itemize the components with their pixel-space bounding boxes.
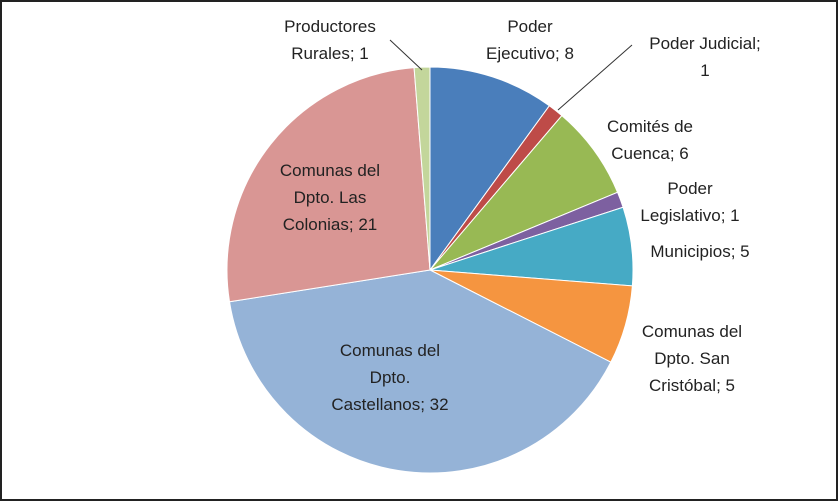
data-label: Comunas del Dpto. Castellanos; 32 [331, 341, 448, 414]
data-label: Poder Ejecutivo; 8 [486, 17, 574, 63]
data-label: Poder Legislativo; 1 [640, 179, 739, 225]
data-label: Poder Judicial; 1 [649, 34, 761, 80]
leader-line [389, 39, 423, 71]
data-label: Productores Rurales; 1 [284, 17, 376, 63]
pie-slice [413, 66, 431, 271]
data-label: Comunas del Dpto. Las Colonias; 21 [280, 161, 380, 234]
pie-slice [429, 114, 619, 271]
pie-slice [228, 269, 612, 474]
data-label: Comunas del Dpto. San Cristóbal; 5 [642, 322, 742, 395]
data-label: Comités de Cuenca; 6 [607, 117, 693, 163]
pie-slice [429, 66, 551, 272]
leader-line [557, 44, 633, 111]
pie-slice [226, 67, 431, 303]
data-label: Municipios; 5 [650, 242, 749, 261]
